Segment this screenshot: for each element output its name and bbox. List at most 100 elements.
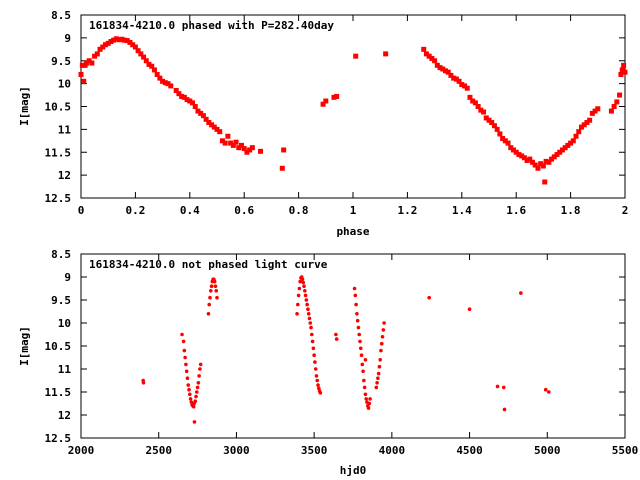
data-point bbox=[310, 339, 315, 344]
data-point bbox=[191, 404, 196, 409]
data-point bbox=[316, 383, 320, 387]
data-point bbox=[203, 116, 209, 122]
data-point bbox=[478, 107, 484, 113]
y-tick-label: 8.5 bbox=[51, 9, 71, 22]
y-tick-label: 9 bbox=[64, 32, 71, 45]
data-point bbox=[363, 392, 368, 397]
data-point bbox=[502, 407, 507, 412]
data-point bbox=[183, 355, 187, 360]
data-point bbox=[100, 44, 106, 50]
data-point bbox=[508, 145, 514, 151]
data-point bbox=[306, 312, 311, 316]
data-point bbox=[445, 69, 451, 75]
data-point bbox=[483, 115, 489, 121]
data-point bbox=[360, 362, 365, 367]
data-point bbox=[197, 374, 201, 378]
data-point bbox=[281, 147, 287, 153]
data-point bbox=[185, 376, 190, 381]
data-point bbox=[296, 302, 300, 307]
data-point bbox=[222, 140, 228, 146]
data-point bbox=[86, 58, 92, 64]
data-point bbox=[489, 120, 495, 126]
data-point bbox=[549, 156, 555, 162]
data-point bbox=[303, 293, 308, 298]
data-point bbox=[618, 71, 624, 77]
data-point bbox=[105, 40, 111, 46]
data-point bbox=[543, 387, 548, 392]
y-tick-label: 10.5 bbox=[45, 101, 72, 114]
data-point bbox=[300, 277, 305, 282]
data-point bbox=[206, 312, 211, 316]
data-point bbox=[307, 316, 312, 321]
data-point bbox=[440, 66, 446, 72]
data-point bbox=[309, 325, 313, 330]
data-point bbox=[160, 78, 166, 84]
data-point bbox=[554, 152, 560, 158]
data-point bbox=[542, 179, 548, 185]
data-point bbox=[208, 295, 212, 300]
data-point bbox=[298, 279, 302, 284]
data-point bbox=[195, 108, 201, 114]
y-tick-label: 11.5 bbox=[45, 386, 72, 399]
data-point bbox=[302, 284, 306, 289]
data-point bbox=[481, 109, 487, 115]
data-point bbox=[595, 106, 601, 112]
data-point bbox=[194, 394, 198, 399]
data-point bbox=[375, 381, 379, 385]
data-point bbox=[494, 126, 500, 132]
data-point bbox=[209, 284, 214, 289]
data-point bbox=[437, 65, 443, 71]
data-point bbox=[562, 145, 568, 151]
data-point bbox=[311, 346, 316, 351]
data-point bbox=[188, 392, 192, 397]
data-point bbox=[565, 142, 571, 148]
data-point bbox=[427, 295, 431, 300]
data-point bbox=[334, 337, 339, 341]
data-point bbox=[442, 68, 448, 74]
x-tick-label: 0.4 bbox=[180, 204, 200, 217]
data-point bbox=[208, 289, 213, 293]
y-tick-label: 12.5 bbox=[45, 432, 72, 445]
data-point bbox=[530, 159, 536, 165]
data-point bbox=[315, 378, 320, 383]
data-point bbox=[448, 72, 454, 78]
data-point bbox=[151, 67, 157, 73]
data-point bbox=[551, 154, 557, 160]
x-axis-label: hjd0 bbox=[340, 464, 367, 477]
phased-chart: 0 0.2 0.4 0.6 0.8 1 1.2 1.4 1.6 1.8 2 8.5 9 9.5 10 10.5… bbox=[18, 9, 628, 238]
x-tick-label: 0.6 bbox=[234, 204, 254, 217]
data-point bbox=[313, 360, 317, 364]
data-point bbox=[576, 129, 582, 135]
data-point bbox=[587, 117, 593, 123]
data-point bbox=[364, 397, 369, 401]
data-point bbox=[187, 387, 191, 392]
data-point bbox=[513, 149, 519, 155]
data-point bbox=[206, 120, 212, 126]
data-point bbox=[306, 307, 310, 312]
data-point bbox=[184, 97, 190, 103]
data-point bbox=[462, 83, 468, 89]
data-point bbox=[358, 346, 363, 351]
data-point bbox=[192, 420, 197, 424]
data-point bbox=[154, 71, 160, 77]
data-point bbox=[317, 386, 321, 391]
data-point bbox=[179, 93, 185, 99]
data-point bbox=[379, 348, 383, 353]
data-point bbox=[198, 362, 203, 367]
data-point bbox=[214, 289, 219, 293]
data-point bbox=[236, 145, 242, 151]
data-point bbox=[310, 332, 314, 337]
data-point bbox=[194, 390, 199, 394]
data-point bbox=[352, 286, 357, 291]
data-point bbox=[305, 302, 309, 307]
data-point bbox=[296, 293, 301, 298]
data-point bbox=[258, 148, 264, 154]
x-tick-label: 1.8 bbox=[561, 204, 581, 217]
data-point bbox=[141, 381, 146, 385]
data-point bbox=[189, 400, 194, 404]
y-axis-label: I[mag] bbox=[18, 86, 31, 126]
x-tick-label: 4500 bbox=[456, 444, 483, 457]
data-point bbox=[540, 163, 546, 169]
data-point bbox=[378, 358, 383, 362]
data-point bbox=[313, 367, 318, 371]
